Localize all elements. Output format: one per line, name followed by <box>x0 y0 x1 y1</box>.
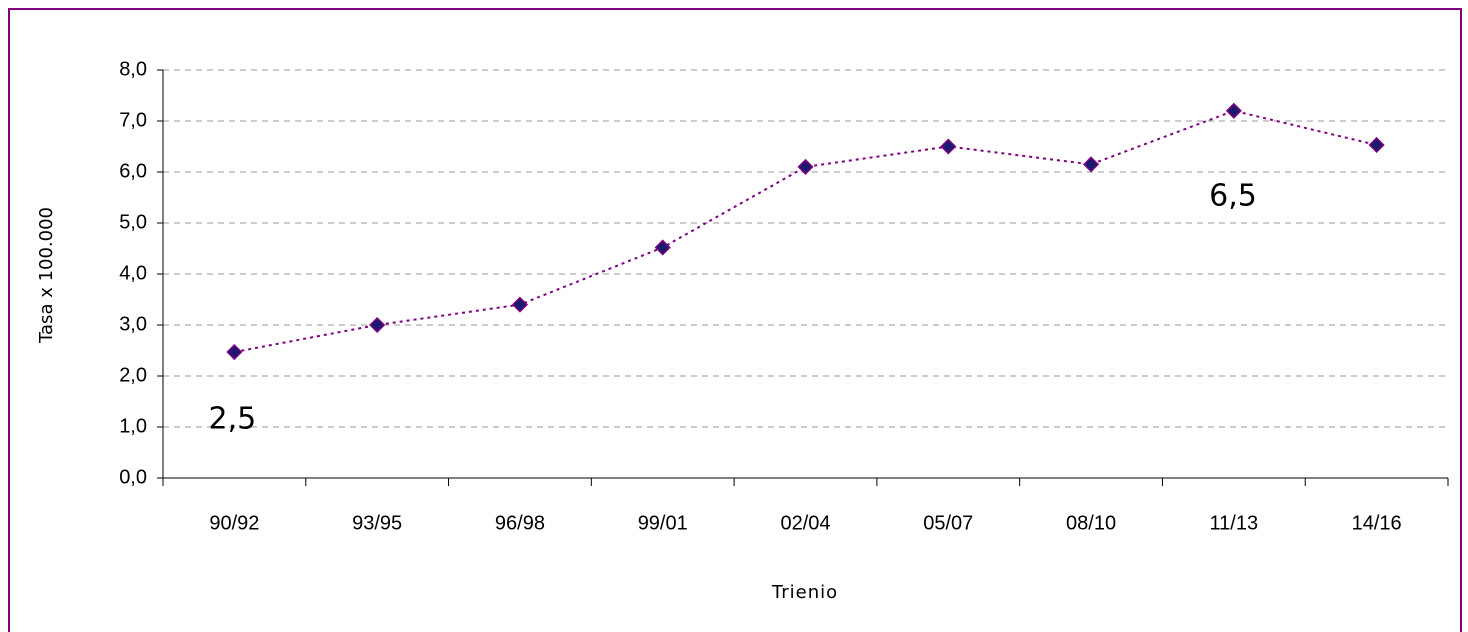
marker <box>940 138 957 155</box>
x-tick-label: 05/07 <box>923 512 973 534</box>
marker <box>1368 136 1385 154</box>
marker <box>511 296 529 313</box>
x-axis-label: Trienio <box>771 582 838 603</box>
y-tick-label: 0,0 <box>119 466 147 488</box>
y-tick-label: 7,0 <box>119 109 147 131</box>
y-tick-label: 6,0 <box>119 160 147 182</box>
x-tick-label: 11/13 <box>1210 512 1259 534</box>
data-label: 6,5 <box>1209 178 1257 213</box>
y-tick-label: 5,0 <box>119 211 147 233</box>
x-tick-label: 93/95 <box>352 512 402 534</box>
data-label: 2,5 <box>209 402 257 437</box>
marker <box>797 158 814 175</box>
y-axis-label: Tasa x 100.000 <box>36 207 57 344</box>
x-tick-label: 99/01 <box>638 512 688 534</box>
series-line <box>234 109 1377 354</box>
y-tick-label: 4,0 <box>119 262 147 284</box>
y-tick-label: 2,0 <box>119 364 147 386</box>
frame <box>8 8 1462 632</box>
marker <box>654 239 671 256</box>
marker <box>226 343 243 361</box>
marker <box>1225 102 1242 119</box>
x-tick-label: 08/10 <box>1066 512 1116 534</box>
y-tick-label: 1,0 <box>119 415 147 437</box>
x-tick-label: 02/04 <box>780 512 830 534</box>
marker <box>1082 156 1100 173</box>
marker <box>369 316 386 334</box>
y-tick-label: 8,0 <box>119 58 147 80</box>
y-tick-label: 3,0 <box>119 313 147 335</box>
x-tick-label: 14/16 <box>1352 512 1402 534</box>
x-tick-label: 96/98 <box>495 512 545 534</box>
x-tick-label: 90/92 <box>209 512 259 534</box>
